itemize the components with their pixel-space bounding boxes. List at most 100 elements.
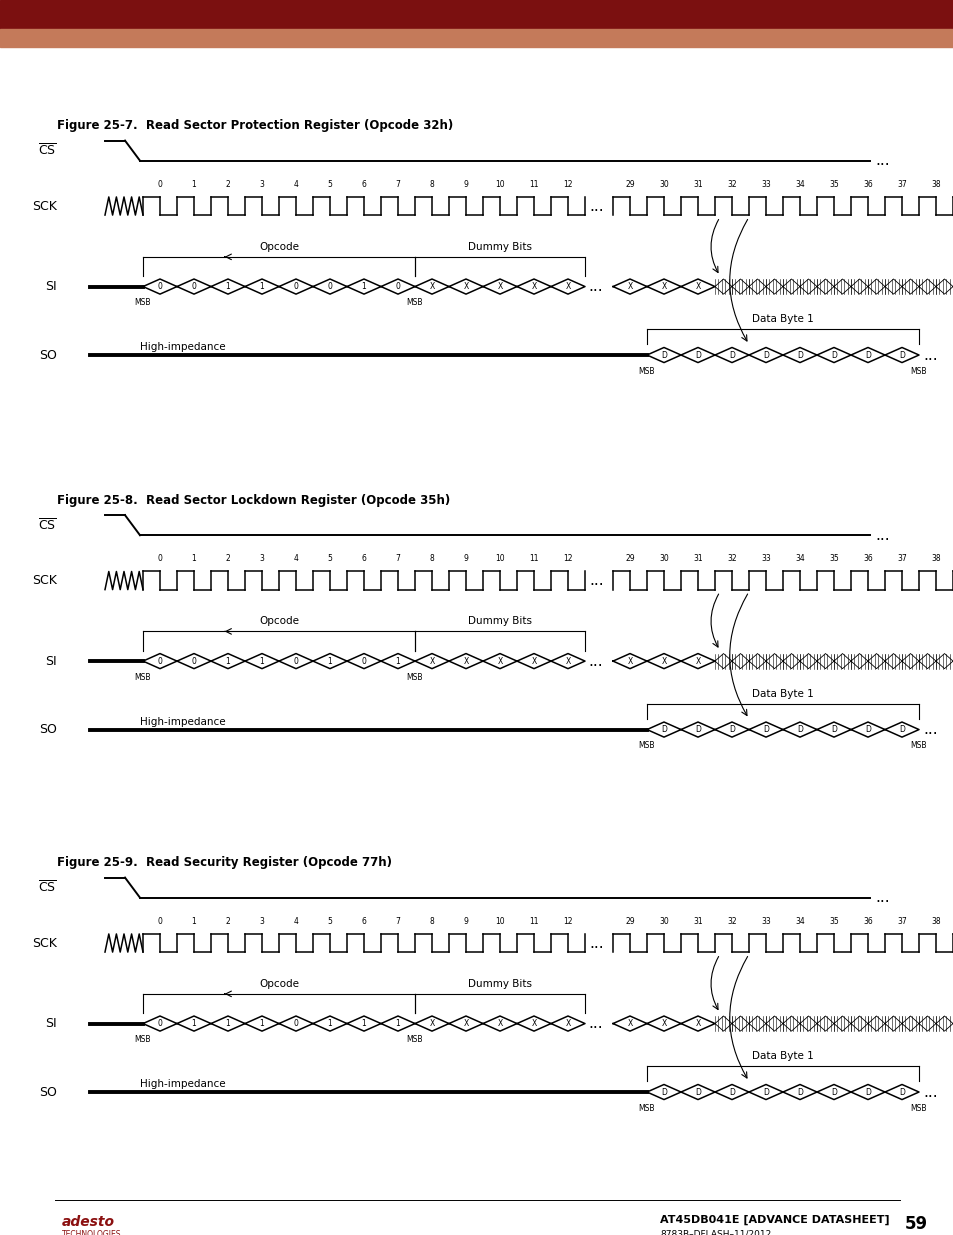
Text: 5: 5 [327, 916, 332, 926]
Text: 34: 34 [794, 916, 804, 926]
Text: 31: 31 [693, 555, 702, 563]
Text: 11: 11 [529, 916, 538, 926]
Polygon shape [765, 279, 782, 294]
Text: MSB: MSB [910, 1104, 926, 1113]
Text: D: D [762, 351, 768, 359]
Text: ...: ... [588, 199, 603, 214]
Text: 9: 9 [463, 555, 468, 563]
Text: Figure 25-8.  Read Sector Lockdown Register (Opcode 35h): Figure 25-8. Read Sector Lockdown Regist… [57, 494, 450, 506]
Polygon shape [782, 1016, 800, 1031]
Text: 1: 1 [226, 1019, 230, 1028]
Text: D: D [796, 351, 802, 359]
Text: MSB: MSB [406, 298, 423, 308]
Text: 33: 33 [760, 916, 770, 926]
Text: 32: 32 [726, 555, 736, 563]
Text: 3: 3 [259, 916, 264, 926]
Text: 33: 33 [760, 555, 770, 563]
Text: 1: 1 [192, 1019, 196, 1028]
Text: MSB: MSB [639, 367, 655, 375]
Text: SCK: SCK [32, 936, 57, 950]
Text: 30: 30 [659, 180, 668, 189]
Text: 36: 36 [862, 916, 872, 926]
Polygon shape [867, 653, 884, 668]
Text: MSB: MSB [910, 367, 926, 375]
Text: D: D [864, 725, 870, 734]
Polygon shape [714, 1016, 731, 1031]
Text: 0: 0 [157, 282, 162, 291]
Text: X: X [660, 657, 666, 666]
Text: 1: 1 [327, 657, 332, 666]
Text: $\overline{\mathrm{CS}}$: $\overline{\mathrm{CS}}$ [38, 143, 57, 158]
Polygon shape [918, 1016, 935, 1031]
Text: 6: 6 [361, 180, 366, 189]
Text: ...: ... [587, 279, 602, 294]
Text: D: D [830, 1088, 836, 1097]
Text: ...: ... [588, 573, 603, 588]
Text: X: X [463, 657, 468, 666]
Text: 30: 30 [659, 555, 668, 563]
Text: 12: 12 [562, 916, 572, 926]
Text: 3: 3 [259, 180, 264, 189]
Text: 1: 1 [192, 555, 196, 563]
Text: D: D [762, 1088, 768, 1097]
Polygon shape [867, 1016, 884, 1031]
Text: D: D [728, 725, 734, 734]
Text: 31: 31 [693, 916, 702, 926]
Text: 8: 8 [429, 180, 434, 189]
Polygon shape [867, 279, 884, 294]
Text: 29: 29 [624, 555, 634, 563]
Text: 1: 1 [259, 282, 264, 291]
Polygon shape [850, 279, 867, 294]
Text: D: D [660, 351, 666, 359]
Text: 7: 7 [395, 555, 400, 563]
Text: X: X [660, 1019, 666, 1028]
Polygon shape [748, 279, 765, 294]
Text: D: D [695, 1088, 700, 1097]
Text: D: D [830, 725, 836, 734]
Polygon shape [850, 653, 867, 668]
Text: 1: 1 [192, 916, 196, 926]
Text: $\overline{\mathrm{CS}}$: $\overline{\mathrm{CS}}$ [38, 879, 57, 895]
Text: 32: 32 [726, 180, 736, 189]
Text: 12: 12 [562, 180, 572, 189]
Text: 35: 35 [828, 555, 838, 563]
Text: 1: 1 [361, 282, 366, 291]
Text: Opcode: Opcode [258, 242, 298, 252]
Text: 35: 35 [828, 916, 838, 926]
Text: X: X [627, 657, 632, 666]
Polygon shape [748, 653, 765, 668]
Text: D: D [898, 1088, 904, 1097]
Text: D: D [830, 351, 836, 359]
Text: ...: ... [588, 936, 603, 951]
Text: 8783B–DFLASH–11/2012: 8783B–DFLASH–11/2012 [659, 1230, 770, 1235]
Text: X: X [660, 282, 666, 291]
Text: 1: 1 [259, 657, 264, 666]
Text: D: D [796, 725, 802, 734]
Text: SO: SO [39, 348, 57, 362]
Text: 3: 3 [259, 555, 264, 563]
Text: X: X [463, 282, 468, 291]
Text: 1: 1 [395, 1019, 400, 1028]
Polygon shape [884, 1016, 901, 1031]
Text: MSB: MSB [134, 1035, 152, 1044]
Polygon shape [901, 279, 918, 294]
Text: Data Byte 1: Data Byte 1 [751, 689, 813, 699]
Text: 0: 0 [395, 282, 400, 291]
Text: D: D [796, 1088, 802, 1097]
Text: D: D [728, 351, 734, 359]
Text: 32: 32 [726, 916, 736, 926]
Text: D: D [695, 351, 700, 359]
Text: X: X [429, 282, 435, 291]
Text: X: X [497, 657, 502, 666]
Text: X: X [565, 282, 570, 291]
Text: 36: 36 [862, 180, 872, 189]
Text: MSB: MSB [134, 298, 152, 308]
Text: X: X [497, 282, 502, 291]
Text: Opcode: Opcode [258, 979, 298, 989]
Text: 0: 0 [192, 657, 196, 666]
Polygon shape [816, 653, 833, 668]
Text: X: X [695, 657, 700, 666]
Text: 37: 37 [896, 555, 906, 563]
Text: 36: 36 [862, 555, 872, 563]
Polygon shape [782, 279, 800, 294]
